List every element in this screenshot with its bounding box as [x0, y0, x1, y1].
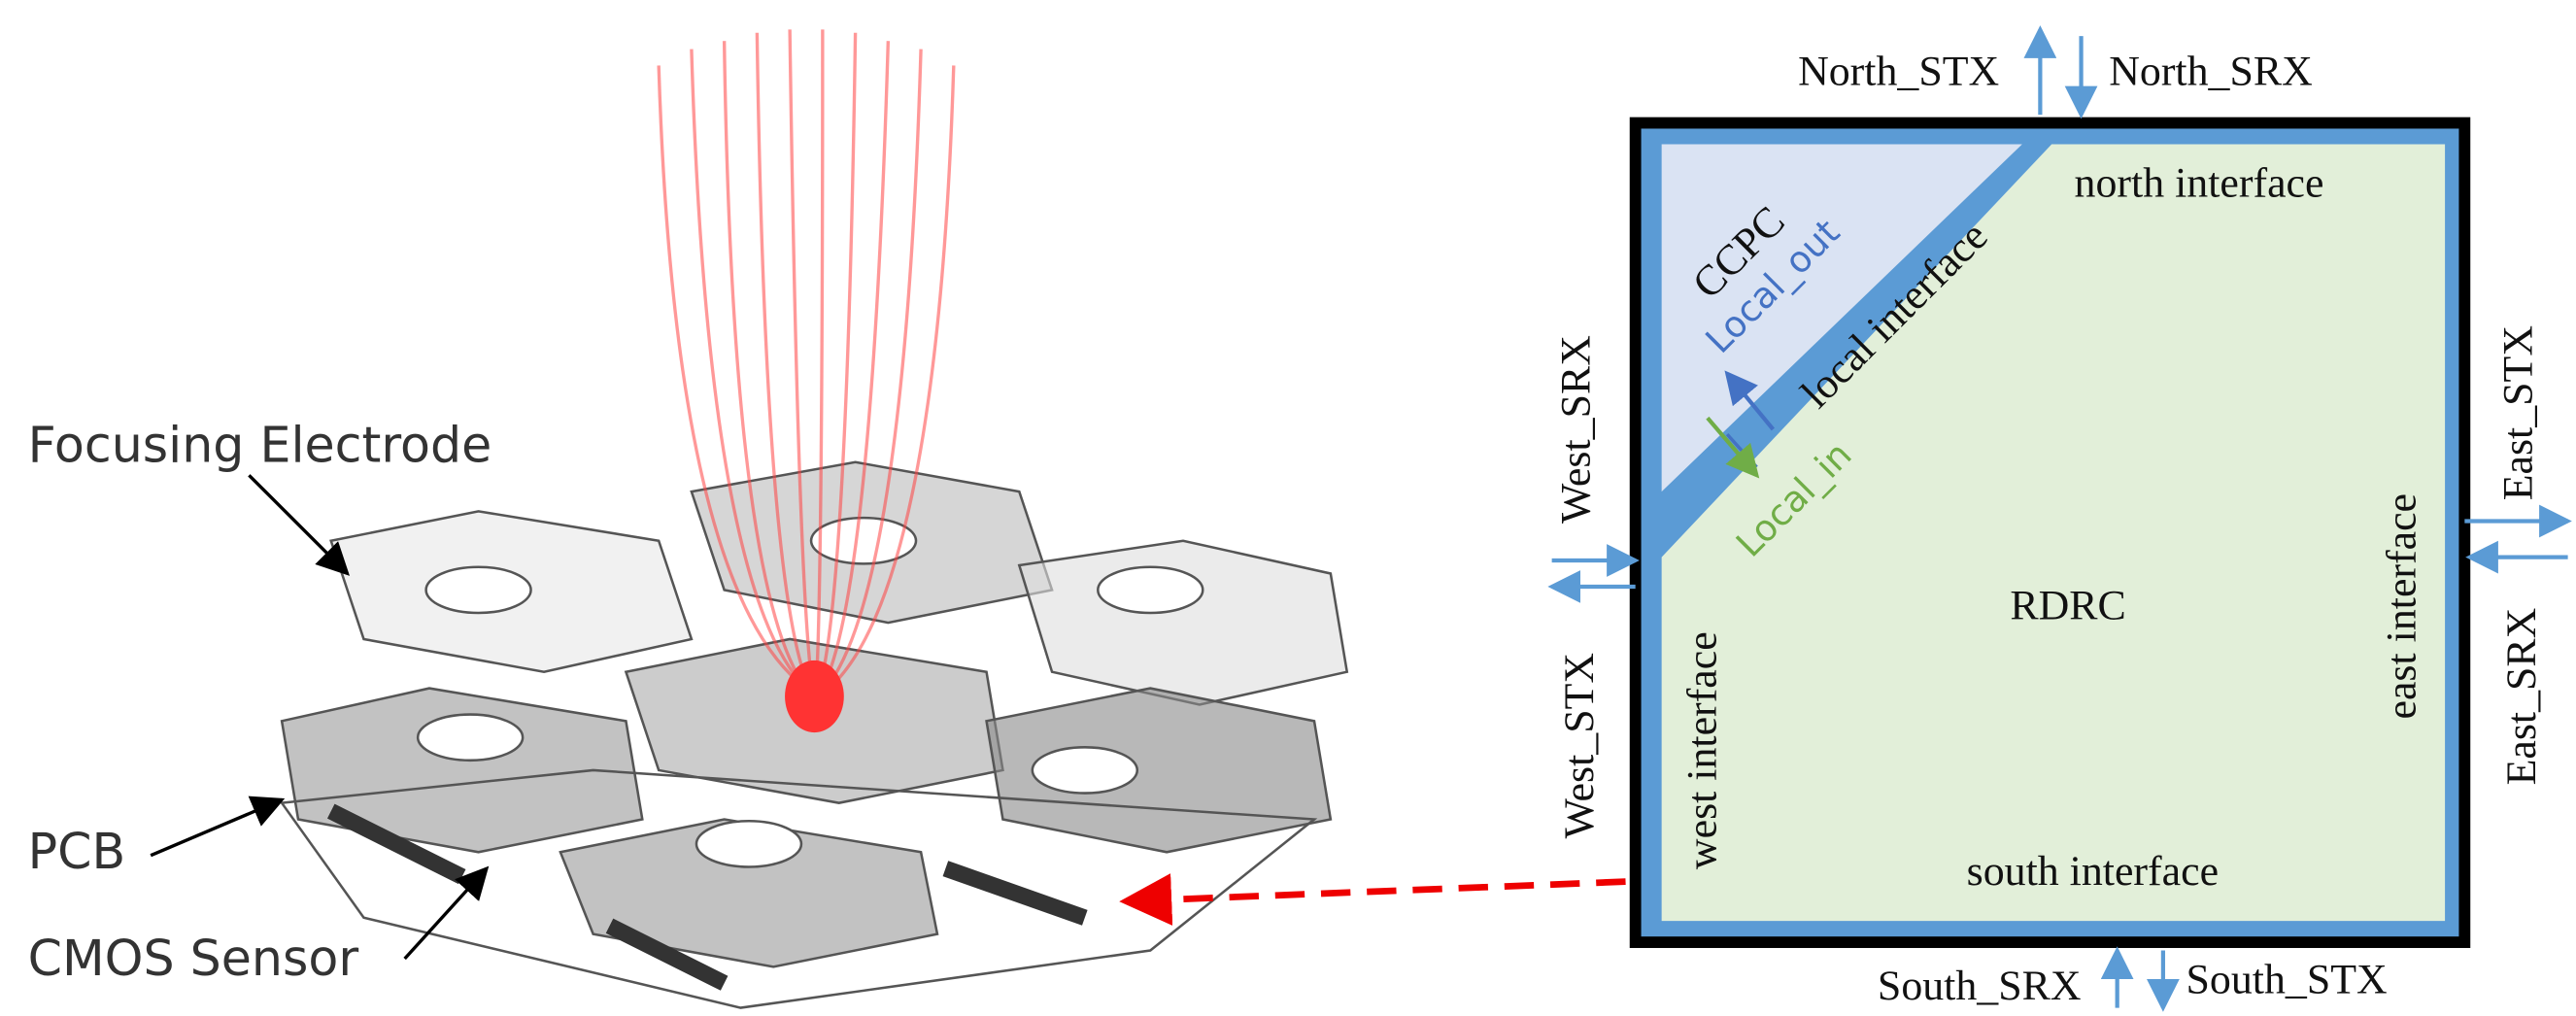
interface-label: west interface — [1678, 631, 1725, 869]
sensor-illustration — [282, 462, 1347, 1008]
label: PCB — [28, 823, 126, 880]
link-arrow — [1126, 882, 1626, 901]
interface-label: east interface — [2379, 493, 2425, 720]
label: Focusing Electrode — [28, 417, 492, 474]
port-label: West_STX — [1556, 653, 1603, 838]
label: CMOS Sensor — [28, 930, 359, 987]
interface-label: south interface — [1967, 848, 2219, 895]
port-label: South_SRX — [1878, 963, 2082, 1009]
port-label: South_STX — [2186, 956, 2388, 1002]
port-label: East_SRX — [2498, 608, 2545, 786]
figure: Focusing Electrode PCB CMOS Sensor CCPC … — [0, 0, 2576, 1016]
port-label: North_SRX — [2109, 49, 2313, 95]
beam-spot — [785, 660, 844, 732]
port-label: West_SRX — [1552, 335, 1599, 524]
port-label: East_STX — [2495, 325, 2542, 500]
block-label: RDRC — [2010, 583, 2125, 629]
port-label: North_STX — [1798, 49, 1999, 95]
interface-label: north interface — [2075, 159, 2324, 206]
